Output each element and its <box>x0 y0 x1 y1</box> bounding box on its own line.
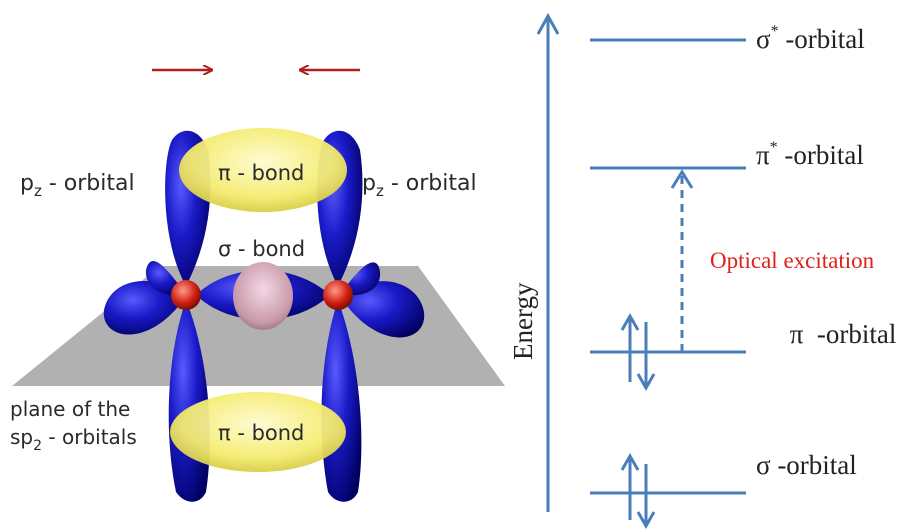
pi-bond-label-top: π - bond <box>218 161 304 185</box>
optical-excitation-arrowhead <box>670 169 694 189</box>
level-label-pi-star: π* -orbital <box>756 139 864 170</box>
electron-spin-down-pi-head <box>636 373 656 392</box>
pz-orbital-label-left: pz - orbital <box>20 171 135 200</box>
orbital-3d-diagram: pz - orbital pz - orbital π - bond σ - b… <box>10 70 505 502</box>
energy-axis-label: Energy <box>508 282 538 360</box>
level-label-sigma: σ -orbital <box>756 450 857 480</box>
pi-bond-top <box>179 128 347 212</box>
level-label-pi: π -orbital <box>756 319 916 349</box>
plane-label-line2: sp2 - orbitals <box>10 425 137 454</box>
pz-orbital-label-right: pz - orbital <box>362 171 477 200</box>
electron-spin-up-sigma-head <box>620 452 640 471</box>
optical-excitation-label: Optical excitation <box>710 248 875 273</box>
pi-bond-bottom <box>170 392 346 472</box>
carbon-atom-left <box>171 280 201 310</box>
pi-bond-label-bottom: π - bond <box>218 421 304 445</box>
sigma-bond-core <box>233 262 293 330</box>
sp2-lobe-right-back <box>342 262 381 296</box>
plane-label-line1: plane of the <box>10 397 130 421</box>
energy-axis-arrowhead <box>536 12 560 35</box>
sp2-lobe-right-outer <box>340 281 425 338</box>
electron-spin-down-sigma-head <box>636 511 656 530</box>
electron-spin-up-pi-head <box>620 312 640 331</box>
carbon-atom-right <box>323 280 353 310</box>
sp2-lobe-left-outer <box>103 281 186 335</box>
sigma-bond-label: σ - bond <box>218 237 305 261</box>
energy-level-diagram <box>536 12 746 530</box>
level-label-sigma-star: σ* -orbital <box>756 23 865 54</box>
